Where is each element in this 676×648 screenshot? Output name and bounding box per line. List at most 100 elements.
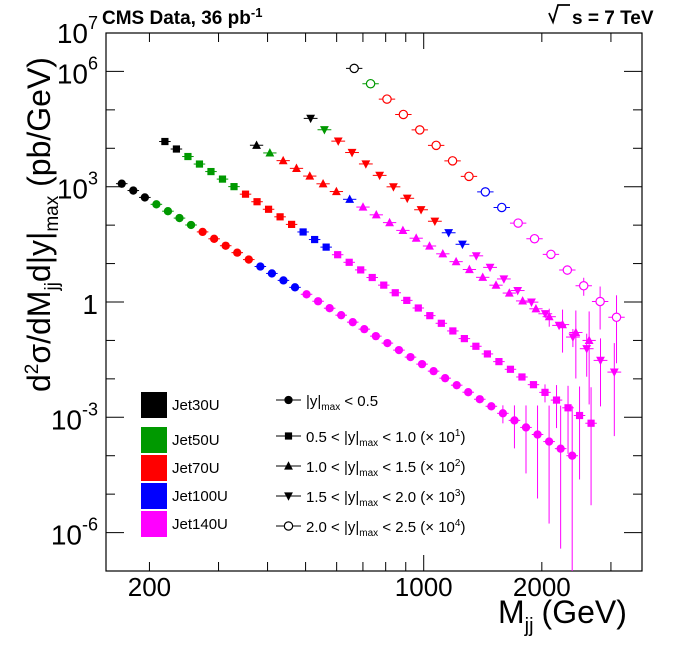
data-point-group	[504, 365, 517, 373]
data-point	[311, 235, 319, 244]
data-point-group	[579, 333, 594, 377]
data-point	[175, 213, 184, 223]
legend-label-series-4: 1.5 < |y|max < 2.0 (× 103)	[306, 488, 465, 509]
x-tick-label: 1000	[395, 572, 453, 602]
data-point	[510, 416, 519, 425]
legend-label-jet70u: Jet70U	[172, 460, 220, 477]
data-point	[521, 423, 531, 432]
data-point-group	[346, 318, 359, 327]
data-point-group	[462, 264, 477, 274]
data-point-group	[469, 252, 484, 261]
data-point	[544, 311, 554, 321]
data-point-group	[386, 183, 401, 192]
data-point-group	[262, 205, 275, 213]
data-point	[385, 217, 394, 227]
data-point	[284, 395, 293, 405]
data-point	[564, 404, 572, 412]
data-point	[578, 281, 589, 291]
data-point-group	[450, 381, 463, 390]
data-point	[360, 324, 369, 334]
data-point	[186, 220, 196, 230]
data-point	[361, 160, 371, 169]
data-point-group	[400, 194, 415, 204]
data-point	[348, 318, 357, 327]
data-point-group	[358, 324, 371, 334]
data-point	[568, 333, 578, 342]
data-point	[209, 234, 219, 243]
data-point	[587, 419, 595, 427]
data-point-group	[441, 229, 456, 238]
data-point	[518, 373, 526, 381]
chart-title-right: s = 7 TeV	[572, 8, 654, 29]
data-point-group	[427, 217, 442, 227]
data-point	[562, 265, 573, 275]
data-point-group	[308, 235, 321, 244]
data-point	[334, 251, 342, 259]
data-point	[527, 298, 536, 307]
data-point-group	[607, 343, 622, 437]
data-point	[417, 359, 427, 369]
data-point-group	[427, 140, 445, 151]
data-point-group	[462, 388, 475, 397]
data-point	[529, 233, 540, 244]
data-point-group	[196, 227, 209, 237]
data-point-group	[300, 290, 313, 299]
data-point	[358, 202, 368, 211]
data-point	[221, 241, 230, 250]
data-point-group	[573, 386, 586, 480]
data-point	[402, 194, 412, 204]
x-axis-label: Mjj (GeV)	[498, 594, 627, 637]
data-point	[546, 249, 556, 260]
data-point-group	[593, 338, 608, 407]
data-point	[163, 207, 173, 216]
data-point	[531, 304, 541, 313]
data-point	[117, 179, 126, 188]
data-point-group	[377, 281, 390, 289]
data-point-group	[489, 280, 503, 289]
data-point	[244, 255, 253, 264]
data-point-group	[550, 385, 563, 429]
legend-label-series-5: 2.0 < |y|max < 2.5 (× 104)	[306, 518, 465, 539]
data-point-group	[481, 350, 494, 358]
data-point	[437, 319, 445, 327]
data-point-group	[354, 266, 367, 274]
data-point	[152, 200, 161, 209]
data-point-group	[493, 358, 505, 366]
data-point-group	[414, 206, 428, 215]
data-point	[349, 63, 359, 74]
data-point-group	[331, 137, 346, 146]
data-point-group	[266, 269, 278, 278]
data-point	[504, 288, 514, 297]
data-point	[447, 156, 458, 166]
data-point-group	[369, 210, 383, 219]
data-point-group	[493, 202, 510, 213]
data-point	[440, 373, 450, 383]
data-point	[368, 273, 376, 282]
data-point	[337, 311, 346, 320]
data-point	[451, 256, 461, 266]
data-point-group	[435, 319, 448, 327]
sqrt-symbol	[548, 4, 570, 25]
data-point	[292, 163, 301, 172]
data-point-group	[263, 148, 277, 157]
data-point	[496, 202, 507, 213]
data-point-group	[409, 233, 423, 242]
data-point	[403, 296, 411, 304]
data-point-group	[527, 381, 540, 389]
data-point-group	[554, 405, 567, 549]
data-point	[452, 381, 461, 390]
data-point-group	[381, 338, 394, 348]
data-point-group	[497, 405, 509, 424]
data-point	[491, 280, 501, 289]
data-point-group	[559, 265, 576, 275]
data-point	[241, 190, 250, 198]
data-point-group	[476, 272, 490, 281]
data-point-group	[539, 384, 551, 403]
data-point-group	[320, 243, 332, 251]
data-point	[382, 94, 392, 104]
data-point-group	[411, 125, 428, 135]
data-point-group	[455, 240, 470, 250]
x-tick-labels: 200 1000 2000	[128, 572, 571, 602]
legend-label-jet100u: Jet100U	[172, 488, 228, 505]
